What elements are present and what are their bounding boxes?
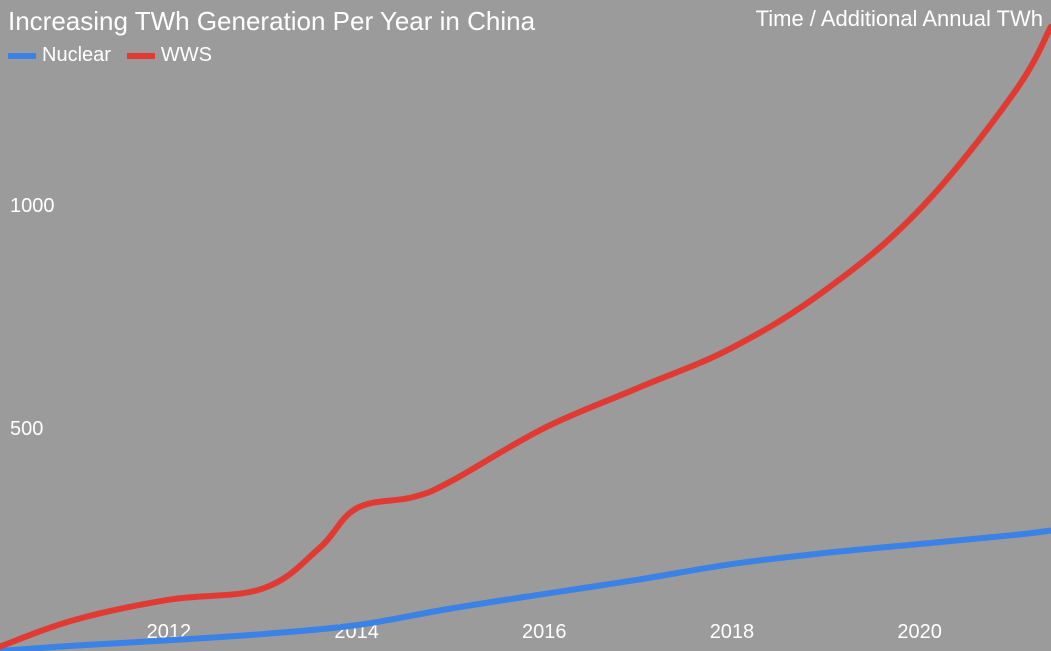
chart-svg: 201220142016201820205001000 [0,0,1051,651]
x-tick-label: 2020 [897,621,942,643]
y-tick-label: 1000 [10,195,55,217]
legend-item-wws: WWS [127,44,212,67]
x-tick-label: 2018 [710,621,755,643]
chart-title: Increasing TWh Generation Per Year in Ch… [8,6,535,37]
legend-item-nuclear: Nuclear [8,44,111,67]
legend-swatch [8,53,36,59]
chart-legend: Nuclear WWS [8,44,212,67]
legend-label: Nuclear [42,44,111,67]
y-tick-label: 500 [10,418,43,440]
chart-subtitle: Time / Additional Annual TWh [756,6,1043,32]
legend-swatch [127,53,155,59]
chart-container: 201220142016201820205001000 Increasing T… [0,0,1051,651]
x-tick-label: 2016 [522,621,567,643]
chart-background [0,0,1051,651]
legend-label: WWS [161,44,212,67]
